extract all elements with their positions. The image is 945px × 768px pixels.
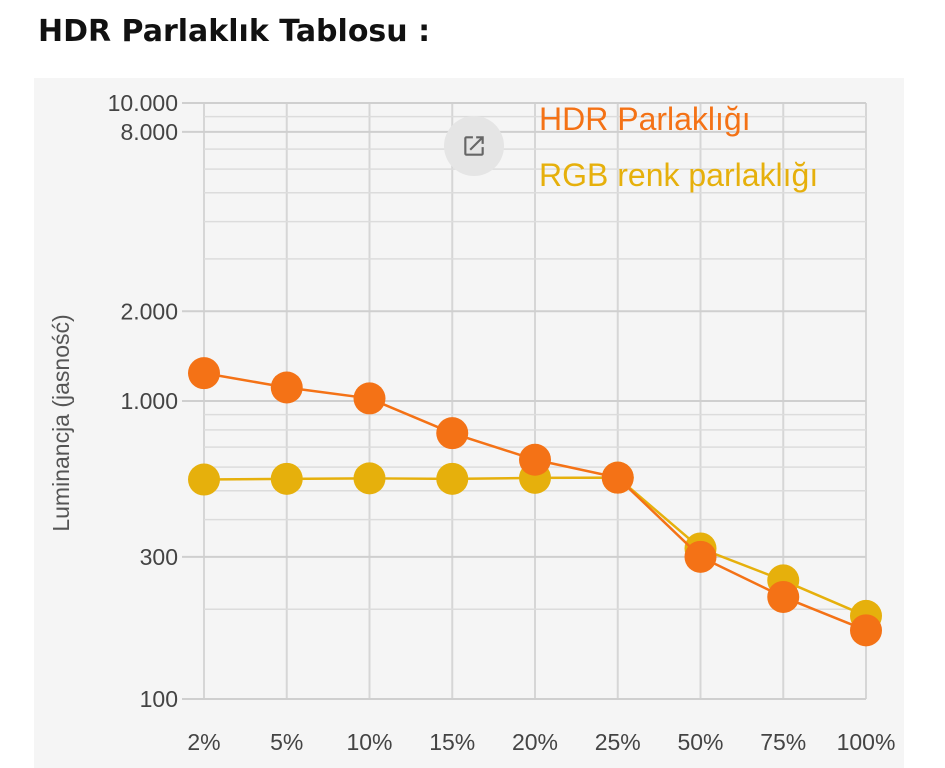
- y-tick-label: 10.000: [108, 90, 178, 116]
- data-point: [353, 382, 386, 415]
- x-tick-label: 75%: [760, 729, 806, 755]
- data-point: [601, 461, 634, 494]
- y-tick-label: 8.000: [120, 119, 178, 145]
- data-point: [684, 540, 717, 573]
- y-axis-label: Luminancja (jasność): [48, 314, 74, 531]
- legend-entry: HDR Parlaklığı: [539, 101, 751, 137]
- x-tick-label: 100%: [837, 729, 896, 755]
- y-tick-label: 1.000: [120, 388, 178, 414]
- y-tick-label: 300: [140, 544, 178, 570]
- chart-panel: 100 300 1.000 2.000 8.000 10.000 2% 5% 10% 15% 20%…: [34, 78, 904, 768]
- page-title: HDR Parlaklık Tablosu :: [38, 14, 431, 49]
- x-tick-label: 15%: [429, 729, 475, 755]
- expand-chart-button[interactable]: [444, 116, 504, 176]
- legend-entry: RGB renk parlaklığı: [539, 157, 818, 193]
- data-point: [353, 462, 386, 495]
- series-group: [188, 357, 882, 647]
- legend: HDR Parlaklığı RGB renk parlaklığı: [539, 101, 818, 193]
- data-point: [270, 371, 303, 404]
- x-tick-label: 20%: [512, 729, 558, 755]
- data-point: [270, 462, 303, 495]
- data-point: [436, 417, 469, 450]
- data-point: [767, 580, 800, 613]
- y-tick-label: 2.000: [120, 298, 178, 324]
- data-point: [436, 462, 469, 495]
- open-in-new-icon: [464, 136, 484, 156]
- data-point: [519, 443, 551, 476]
- x-tick-label: 25%: [595, 729, 641, 755]
- x-tick-label: 5%: [270, 729, 303, 755]
- data-point: [850, 614, 882, 647]
- y-tick-label: 100: [140, 686, 178, 712]
- data-point: [188, 463, 220, 496]
- axes: 100 300 1.000 2.000 8.000 10.000 2% 5% 10% 15% 20%…: [48, 90, 895, 755]
- x-tick-label: 50%: [677, 729, 723, 755]
- x-tick-label: 2%: [187, 729, 220, 755]
- x-tick-label: 10%: [346, 729, 392, 755]
- brightness-chart: 100 300 1.000 2.000 8.000 10.000 2% 5% 10% 15% 20%…: [48, 90, 895, 755]
- data-point: [188, 357, 220, 390]
